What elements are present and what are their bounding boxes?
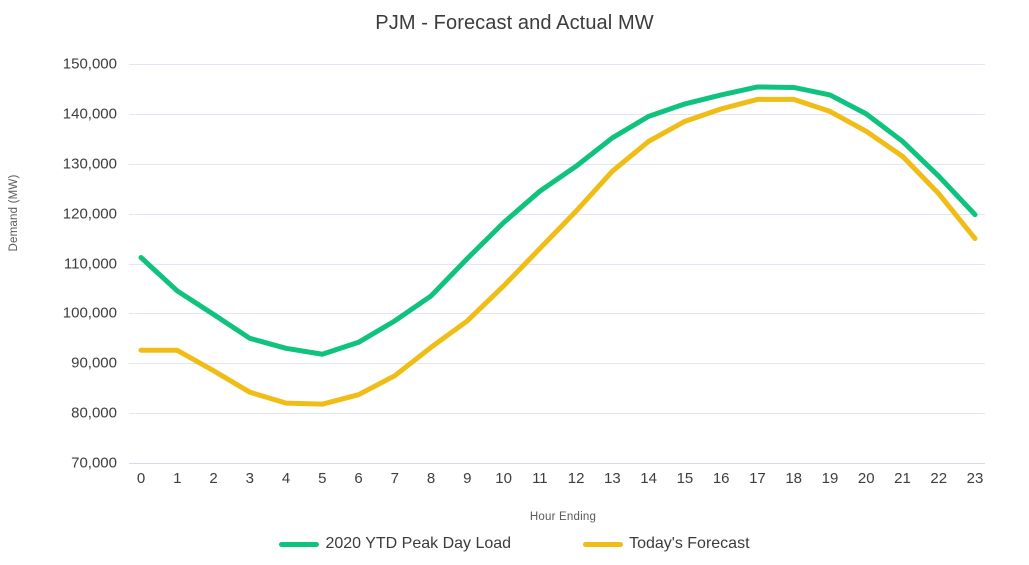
y-tick-label: 140,000 bbox=[62, 105, 117, 123]
gridline bbox=[129, 64, 985, 65]
gridline bbox=[129, 263, 985, 265]
x-tick-label: 17 bbox=[749, 470, 766, 487]
plot-area bbox=[129, 64, 985, 464]
x-tick-label: 2 bbox=[209, 470, 218, 487]
x-tick-label: 21 bbox=[894, 470, 911, 487]
x-axis-tick-labels: 0 1 2 3 4 5 6 7 8 9 10 11 12 13 14 15 16 17 18 19 20 21 22 23 bbox=[129, 470, 985, 494]
y-tick-label: 150,000 bbox=[62, 55, 117, 73]
gridline bbox=[129, 113, 985, 115]
y-axis-tick-labels: 70,000 80,000 90,000 100,000 110,000 120,000 1… bbox=[21, 56, 117, 472]
x-tick-label: 11 bbox=[532, 470, 548, 487]
x-tick-label: 16 bbox=[712, 470, 730, 487]
y-tick-label: 90,000 bbox=[71, 354, 117, 372]
chart-title: PJM - Forecast and Actual MW bbox=[375, 12, 654, 34]
gridline bbox=[129, 413, 985, 415]
x-tick-label: 0 bbox=[136, 470, 146, 487]
gridline bbox=[129, 313, 985, 315]
x-tick-label: 12 bbox=[567, 470, 585, 487]
gridline bbox=[129, 163, 985, 165]
series-line bbox=[138, 96, 978, 407]
x-tick-label: 22 bbox=[930, 470, 948, 487]
x-tick-label: 9 bbox=[463, 470, 472, 487]
y-tick-label: 100,000 bbox=[62, 304, 117, 322]
x-tick-label: 13 bbox=[604, 470, 621, 487]
y-tick-label: 80,000 bbox=[71, 404, 117, 422]
x-tick-label: 6 bbox=[354, 470, 363, 487]
x-axis-title: Hour Ending bbox=[529, 511, 597, 523]
x-tick-label: 23 bbox=[966, 470, 984, 487]
x-tick-label: 15 bbox=[676, 470, 694, 487]
x-tick-label: 5 bbox=[318, 470, 327, 487]
x-tick-label: 19 bbox=[821, 470, 839, 487]
legend-item[interactable]: 2020 YTD Peak Day Load bbox=[279, 535, 511, 553]
gridline bbox=[129, 363, 985, 365]
y-tick-label: 110,000 bbox=[63, 255, 117, 272]
x-tick-label: 20 bbox=[857, 470, 875, 487]
legend-label: 2020 YTD Peak Day Load bbox=[325, 535, 512, 552]
x-tick-label: 7 bbox=[390, 470, 399, 487]
legend-color-swatch bbox=[279, 541, 320, 547]
x-tick-label: 18 bbox=[785, 470, 803, 487]
legend-color-swatch bbox=[583, 541, 624, 547]
x-tick-label: 4 bbox=[281, 470, 291, 487]
y-tick-label: 130,000 bbox=[62, 155, 117, 173]
series-lines bbox=[138, 84, 978, 407]
y-tick-label: 120,000 bbox=[62, 205, 117, 223]
series-line bbox=[138, 84, 978, 357]
x-tick-label: 10 bbox=[495, 470, 512, 487]
legend-item[interactable]: Today's Forecast bbox=[583, 535, 750, 553]
chart-legend: 2020 YTD Peak Day Load Today's Forecast bbox=[0, 535, 1029, 553]
x-tick-label: 8 bbox=[426, 470, 436, 487]
y-tick-label: 70,000 bbox=[71, 454, 117, 472]
x-tick-label: 1 bbox=[173, 470, 182, 487]
x-axis-line bbox=[129, 463, 985, 464]
x-tick-label: 14 bbox=[640, 470, 657, 487]
legend-label: Today's Forecast bbox=[629, 535, 750, 552]
x-tick-label: 3 bbox=[245, 470, 254, 487]
y-axis-title: Demand (MW) bbox=[8, 174, 20, 252]
gridline bbox=[129, 213, 985, 215]
